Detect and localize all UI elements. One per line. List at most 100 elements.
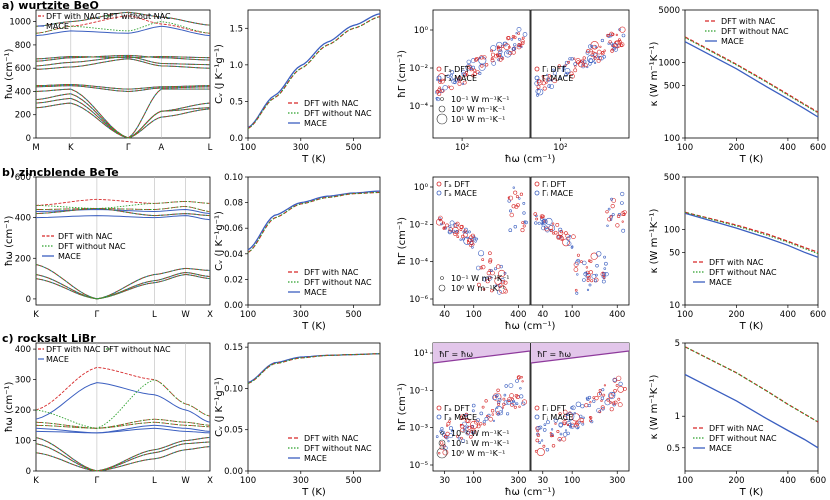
gamma-point-right-0-105 [611,32,615,37]
kappa-series-2-1 [684,212,819,258]
phonon-kpoint-0-4: L [208,143,213,153]
gamma-point-right-2-54 [538,441,542,444]
gamma-point-right-2-75 [570,405,576,411]
gamma-point-right-1-15 [555,222,560,227]
phonon-legend-mace-2: MACE [46,355,69,364]
gamma-size-legend-2-0: 10⁻² W m⁻¹K⁻¹ [451,429,510,438]
gamma-point-right-0-57 [569,71,574,76]
phonon-band-nac-1-0 [35,263,211,300]
gamma-point-left-1-2 [522,201,526,205]
gamma-ytick-2-2: 10⁻³ [409,424,428,434]
gamma-point-right-0-86 [573,68,578,73]
gamma-point-left-2-86 [519,394,524,399]
gamma-point-left-0-76 [519,44,523,48]
phonon-band-nonac-1-2 [35,274,211,300]
gamma-point-right-2-85 [623,386,627,391]
phonon-legend-mace-0: MACE [46,22,69,31]
gamma-left-xtick-0-0: 10² [455,143,469,153]
gamma-point-right-0-42 [536,88,544,96]
gamma-point-right-1-97 [571,245,574,248]
gamma-size-legend-0-2: 10¹ W m⁻¹K⁻¹ [451,115,505,124]
gamma-point-right-1-38 [610,197,614,201]
gamma-point-right-2-66 [586,397,590,402]
gamma-point-right-0-107 [535,88,541,94]
gamma-point-right-2-102 [592,396,596,399]
gamma-point-left-1-70 [466,236,469,240]
phonon-ylabel-1: ħω (cm⁻¹) [4,215,15,266]
gamma-point-right-2-43 [536,447,545,456]
gamma-point-right-2-84 [534,449,538,453]
kappa-frame-0 [684,9,819,139]
gamma-point-right-1-92 [575,291,579,295]
gamma-ytick-0-1: 10⁻² [409,64,428,74]
gamma-point-left-0-33 [462,80,467,85]
gamma-right-xtick-2-1: 100 [564,476,580,486]
gamma-point-left-2-99 [502,397,506,401]
gamma-point-left-2-94 [492,392,502,402]
gamma-point-left-1-39 [488,259,493,264]
gamma-point-left-0-47 [518,37,521,41]
gamma-point-left-1-72 [454,223,459,228]
gamma-point-right-1-98 [556,234,561,239]
gamma-point-right-0-94 [534,81,540,86]
gamma-point-right-1-89 [603,255,607,259]
gamma-point-left-0-11 [450,77,454,81]
gamma-point-right-2-106 [592,399,596,403]
phonon-band-nonac-0-8 [36,84,211,90]
gamma-point-right-2-33 [598,410,602,414]
kappa-xtick-1-100: 100 [677,310,693,320]
phonon-kpoint-1-4: X [207,310,213,320]
gamma-point-right-2-10 [561,436,567,442]
gamma-point-right-2-39 [536,426,541,431]
gamma-point-left-2-46 [462,421,467,427]
gamma-point-left-2-18 [514,393,519,398]
gamma-point-left-1-22 [488,268,492,272]
gamma-point-right-0-95 [590,44,594,48]
gamma-point-right-1-61 [545,228,550,233]
gamma-point-left-2-80 [483,422,486,426]
gamma-legend-dft-left-2: Γₐ DFT [444,404,470,413]
gamma-point-right-0-27 [607,42,610,45]
phonon-kpoint-0-3: A [158,143,164,153]
gamma-point-right-2-8 [564,429,568,432]
cv-ylabel-1: Cᵥ (J K⁻¹g⁻¹) [214,211,225,271]
gamma-point-left-0-38 [461,72,466,77]
gamma-point-left-1-97 [470,233,475,238]
gamma-point-right-2-82 [557,437,562,442]
gamma-point-right-2-94 [578,421,581,424]
phonon-band-nac-1-3 [35,208,211,217]
gamma-legend-dft-marker-right-1 [534,181,540,187]
gamma-point-right-0-62 [550,79,553,82]
gamma-point-right-1-70 [587,259,591,263]
gamma-point-left-2-105 [501,406,505,409]
gamma-point-left-2-9 [462,428,467,432]
cv-ytick-1-0.04: 0.04 [224,250,243,260]
gamma-point-left-1-91 [469,244,472,247]
row-label-2: c) rocksalt LiBr [2,332,96,345]
phonon-band-mace-2-3 [35,382,211,423]
kappa-ylabel-2: κ (W m⁻¹K⁻¹) [649,375,660,440]
phonon-ytick-1-600: 600 [15,173,31,183]
gamma-point-right-0-89 [600,51,605,56]
gamma-point-right-0-34 [582,56,586,60]
gamma-point-right-2-5 [611,401,616,406]
gamma-point-right-2-65 [598,388,602,392]
gamma-point-left-1-12 [474,240,477,243]
gamma-ylabel-0: ħΓ (cm⁻¹) [397,50,408,98]
gamma-point-right-1-53 [589,259,593,263]
gamma-point-right-0-106 [547,84,552,88]
gamma-point-left-2-22 [503,400,509,406]
kappa-ylabel-1: κ (W m⁻¹K⁻¹) [649,209,660,274]
kappa-frame-2 [684,342,819,472]
gamma-point-right-0-97 [547,74,551,78]
gamma-point-left-2-27 [468,434,473,439]
gamma-point-right-2-81 [590,420,594,424]
gamma-point-left-2-42 [448,426,453,431]
gamma-size-legend-1-0: 10⁻¹ W m⁻¹K⁻¹ [451,274,510,283]
gamma-point-left-1-69 [508,209,512,213]
gamma-point-left-2-32 [495,406,499,409]
phonon-legend-top-0: DFT with NAC DFT without NAC [46,12,171,21]
kappa-xtick-1-600: 600 [810,310,826,320]
kappa-legend-nonac-1: DFT without NAC [709,268,777,277]
gamma-point-left-1-21 [488,251,492,255]
